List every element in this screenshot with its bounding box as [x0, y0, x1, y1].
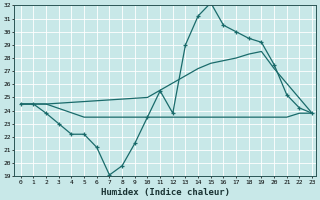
X-axis label: Humidex (Indice chaleur): Humidex (Indice chaleur) [101, 188, 230, 197]
